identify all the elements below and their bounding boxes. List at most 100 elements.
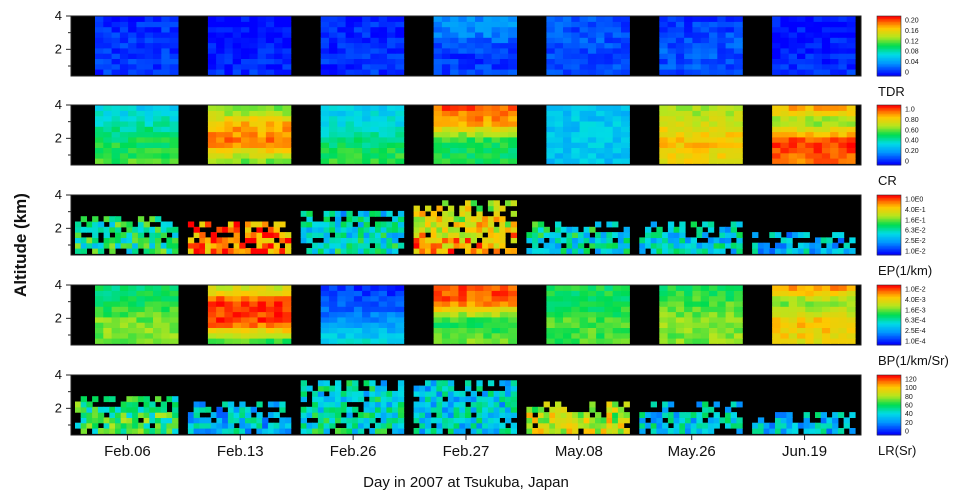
pixel	[363, 242, 370, 249]
pixel	[667, 221, 675, 228]
pixel	[346, 412, 353, 418]
pixel	[155, 428, 162, 434]
pixel	[353, 285, 363, 291]
pixel	[430, 216, 437, 223]
pixel	[813, 37, 823, 44]
pixel	[353, 147, 363, 154]
pixel	[378, 105, 388, 111]
pixel	[466, 63, 476, 70]
pixel	[395, 300, 405, 307]
colorbar-tick-label: 0.60	[905, 127, 919, 134]
pixel	[579, 136, 589, 143]
pixel	[709, 110, 718, 117]
pixel	[554, 285, 564, 291]
pixel	[639, 417, 646, 424]
pixel	[546, 152, 556, 159]
pixel	[736, 232, 743, 238]
pixel	[475, 47, 484, 54]
pixel	[103, 115, 113, 122]
pixel	[733, 332, 743, 339]
pixel	[769, 232, 776, 238]
pixel	[224, 300, 234, 307]
pixel	[673, 226, 680, 233]
pixel	[679, 422, 686, 429]
pixel	[772, 37, 781, 44]
pixel	[450, 316, 459, 323]
pixel	[805, 21, 815, 28]
pixel	[239, 248, 246, 254]
pixel	[144, 311, 154, 318]
pixel	[675, 21, 685, 28]
pixel	[97, 248, 105, 254]
pixel	[600, 422, 607, 429]
pixel	[111, 290, 121, 297]
pixel	[772, 322, 781, 328]
pixel	[692, 42, 702, 49]
pixel	[604, 120, 614, 127]
pixel	[433, 327, 443, 334]
day-labels: Feb.06 Feb.13 Feb.26 Feb.27 May.08 May.26 Jun.…	[104, 435, 827, 460]
pixel	[692, 136, 702, 143]
pixel	[249, 42, 259, 49]
pixel	[780, 69, 790, 75]
pixel	[659, 152, 669, 159]
pixel	[132, 401, 139, 408]
pixel	[436, 221, 443, 228]
pixel	[673, 248, 680, 254]
pixel	[546, 126, 556, 133]
pixel	[337, 105, 347, 111]
pixel	[466, 16, 476, 22]
pixel	[97, 428, 105, 434]
pixel	[442, 385, 449, 392]
pixel	[639, 248, 646, 254]
colorbar-tick-label: 1.0E-4	[905, 339, 926, 346]
pixel	[483, 42, 493, 49]
pixel	[826, 422, 833, 429]
pixel	[709, 158, 718, 164]
pixel	[797, 42, 806, 49]
pixel	[161, 42, 171, 49]
pixel	[673, 242, 680, 249]
pixel	[329, 63, 338, 70]
pixel	[483, 47, 493, 54]
pixel	[508, 311, 517, 318]
pixel	[510, 200, 517, 207]
pixel	[487, 226, 495, 233]
pixel	[126, 242, 133, 249]
pixel	[442, 417, 449, 424]
pixel	[453, 221, 460, 228]
pixel	[717, 26, 727, 33]
pixel	[554, 105, 564, 111]
pixel	[717, 322, 727, 328]
pixel	[571, 26, 581, 33]
pixel	[370, 42, 380, 49]
pixel	[119, 131, 129, 138]
pixel	[595, 248, 602, 254]
pixel	[612, 248, 619, 254]
pixel	[499, 242, 506, 249]
pixel	[692, 21, 702, 28]
pixel	[103, 126, 113, 133]
pixel	[499, 131, 509, 138]
pixel	[95, 131, 104, 138]
pixel	[675, 16, 685, 22]
pixel	[274, 110, 283, 117]
pixel	[207, 126, 217, 133]
pixel	[491, 58, 501, 65]
pixel	[846, 53, 856, 59]
pixel	[205, 221, 212, 228]
pixel	[241, 300, 250, 307]
pixel	[300, 210, 307, 217]
pixel	[566, 412, 573, 418]
pixel	[554, 322, 564, 328]
pixel	[780, 58, 790, 65]
pixel	[587, 31, 597, 38]
pixel	[563, 158, 572, 164]
pixel	[386, 396, 393, 403]
pixel	[587, 16, 597, 22]
pixel	[111, 332, 121, 339]
pixel	[717, 316, 727, 323]
pixel	[805, 105, 815, 111]
pixel	[136, 295, 146, 302]
